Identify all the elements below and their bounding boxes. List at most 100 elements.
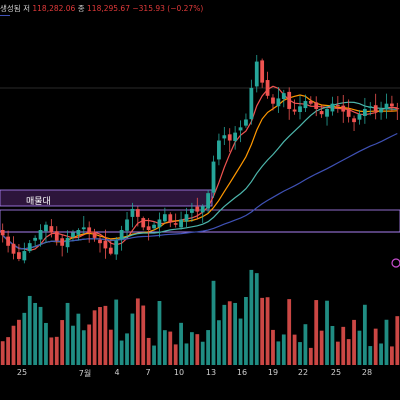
- volume-bar: [211, 280, 216, 365]
- candle-body: [390, 103, 394, 107]
- volume-bar: [373, 328, 378, 365]
- volume-bar: [238, 318, 243, 365]
- candle-body: [303, 101, 308, 109]
- candle-body: [217, 140, 221, 160]
- volume-bar: [287, 299, 292, 365]
- volume-bar: [119, 340, 124, 365]
- volume-bar: [44, 322, 48, 365]
- ma-slow-line: [2, 101, 398, 250]
- volume-bar: [362, 304, 367, 365]
- candle-body: [11, 243, 16, 254]
- candle-body: [0, 230, 5, 236]
- candle-body: [325, 108, 329, 117]
- volume-bar: [33, 302, 38, 365]
- candle-body: [87, 227, 92, 233]
- header-low-value: 118,282.06: [32, 4, 76, 13]
- candle-body: [65, 237, 70, 248]
- volume-bar: [87, 324, 92, 365]
- volume-bar: [81, 330, 86, 365]
- candle-body: [308, 101, 313, 104]
- volume-bar: [152, 345, 156, 365]
- volume-bar: [271, 329, 275, 365]
- candle-body: [195, 206, 200, 212]
- candle-body: [44, 224, 48, 232]
- volume-bar: [227, 301, 232, 365]
- candle-body: [319, 111, 324, 115]
- volume-bar: [22, 312, 27, 365]
- candle-body: [260, 60, 265, 83]
- volume-bar: [190, 332, 194, 365]
- x-axis-tick: 7월: [78, 369, 92, 378]
- candle-body: [352, 118, 356, 123]
- volume-bar: [244, 296, 248, 365]
- candle-body: [281, 93, 286, 100]
- candle-body: [222, 135, 227, 139]
- header-low-label: 저: [23, 4, 30, 13]
- candle-body: [130, 208, 135, 217]
- candle-body: [249, 87, 254, 120]
- header-tail-label: 생성됨: [0, 4, 21, 13]
- candle-body: [265, 80, 270, 96]
- candle-body: [362, 108, 367, 117]
- volume-bar: [168, 331, 173, 365]
- volume-bar: [233, 302, 238, 365]
- x-axis-tick: 25: [330, 368, 342, 377]
- candle-body: [152, 224, 156, 229]
- candle-body: [173, 223, 178, 225]
- x-axis-tick: 4: [114, 368, 120, 377]
- x-axis-tick: 25: [16, 368, 28, 377]
- candle-body: [357, 114, 362, 120]
- volume-bar: [130, 313, 135, 365]
- volume-bar: [11, 325, 16, 365]
- candle-body: [81, 227, 86, 230]
- candle-body: [330, 103, 335, 112]
- volume-bar: [184, 343, 189, 365]
- volume-bar: [335, 341, 340, 365]
- volume-bar: [108, 329, 113, 365]
- candle-body: [335, 105, 340, 107]
- candle-body: [17, 252, 21, 259]
- candle-body: [373, 105, 378, 112]
- candle-body: [206, 193, 210, 209]
- candle-body: [184, 214, 189, 222]
- volume-bar: [0, 341, 5, 365]
- volume-bar: [157, 301, 162, 365]
- candle-body: [190, 208, 194, 213]
- header-close-value: 118,295.67: [87, 4, 130, 13]
- x-axis-tick: 28: [361, 368, 373, 377]
- volume-bar: [217, 320, 221, 365]
- candle-body: [271, 97, 275, 104]
- volume-bar: [65, 302, 70, 365]
- candle-body: [384, 103, 389, 110]
- ma-indicator-line: [0, 15, 10, 16]
- candle-body: [298, 106, 302, 113]
- volume-bar: [254, 273, 259, 365]
- x-axis-tick: 19: [267, 368, 279, 377]
- candle-body: [292, 109, 297, 112]
- candle-body: [60, 238, 65, 246]
- volume-bar: [179, 322, 183, 365]
- volume-bar: [114, 299, 119, 365]
- candle-body: [276, 98, 281, 107]
- supply-zones: [0, 189, 400, 268]
- volume-bar: [357, 330, 362, 365]
- volume-bar: [249, 269, 254, 365]
- ohlc-header: 생성됨 저 118,282.06 종 118,295.67 −315.93 (−…: [0, 3, 203, 14]
- candle-body: [108, 247, 113, 254]
- volume-bar: [135, 298, 140, 365]
- candle-body: [103, 240, 108, 249]
- candle-body: [49, 226, 54, 233]
- candle-body: [76, 230, 81, 235]
- volume-bar: [390, 346, 394, 365]
- volume-bar: [298, 342, 302, 365]
- price-candles: [0, 54, 400, 264]
- volume-bar: [17, 319, 21, 365]
- volume-bar: [195, 334, 200, 365]
- volume-bar: [319, 330, 324, 365]
- volume-bar: [162, 330, 167, 365]
- candle-body: [38, 230, 43, 240]
- volume-bar: [125, 333, 129, 365]
- candle-body: [22, 251, 27, 261]
